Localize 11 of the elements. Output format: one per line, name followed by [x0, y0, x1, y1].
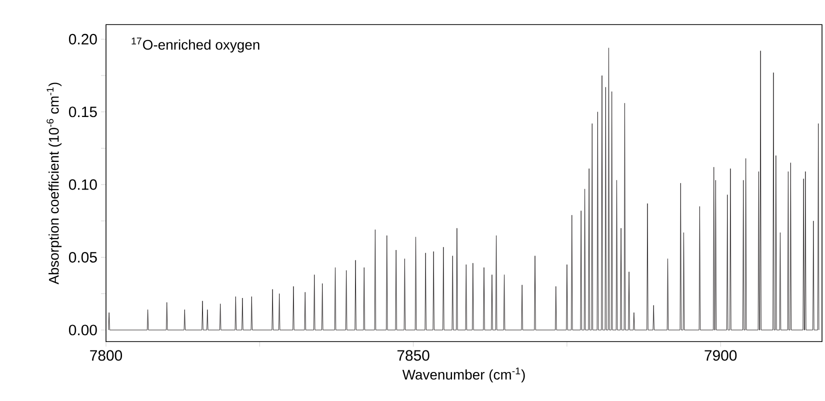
- y-tick-label: 0.05: [68, 252, 97, 263]
- y-tick-label: 0.15: [68, 106, 97, 118]
- x-tick-label: 7850: [397, 350, 430, 361]
- annotation: $^{17}$O-enriched oxygen: [132, 38, 260, 52]
- x-tick-label: 7800: [90, 350, 122, 361]
- y-axis-title: Absorption coefficient (10$^{-6}$ cm$^{-1}$): [46, 82, 62, 284]
- y-tick-label: 0.00: [68, 324, 97, 336]
- x-tick-label: 7900: [704, 350, 737, 361]
- x-axis-title: Wavenumber (cm$^{-1}$): [402, 368, 525, 382]
- y-tick-label: 0.10: [68, 179, 97, 190]
- y-tick-label: 0.20: [68, 34, 97, 44]
